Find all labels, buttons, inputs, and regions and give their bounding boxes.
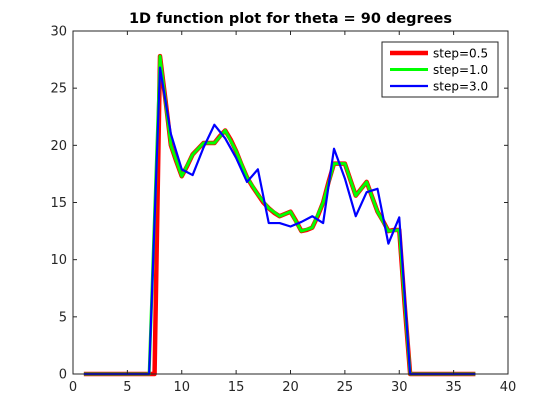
axes-layer: 0 5 10 15 20 25 30 35 40 0 5 10 15 20 25 30 xyxy=(50,25,516,396)
x-tick-label: 0 xyxy=(69,380,77,395)
legend-label: step=3.0 xyxy=(433,80,488,94)
y-tick-label: 5 xyxy=(59,310,67,325)
y-tick-label: 30 xyxy=(50,25,67,40)
y-tick-label: 0 xyxy=(59,368,67,383)
y-tick-label: 20 xyxy=(50,139,67,154)
x-tick-label: 35 xyxy=(445,380,462,395)
y-tick-label: 10 xyxy=(50,253,67,268)
y-tick-label: 25 xyxy=(50,82,67,97)
y-tick-label: 15 xyxy=(50,196,67,211)
x-tick-label: 40 xyxy=(500,380,517,395)
chart-title: 1D function plot for theta = 90 degrees xyxy=(129,11,452,27)
legend-label: step=0.5 xyxy=(433,47,488,61)
x-tick-label: 25 xyxy=(337,380,354,395)
legend-label: step=1.0 xyxy=(433,63,488,77)
x-tick-label: 10 xyxy=(173,380,190,395)
x-tick-label: 30 xyxy=(391,380,408,395)
legend: step=0.5 step=1.0 step=3.0 xyxy=(381,41,499,98)
x-tick-label: 20 xyxy=(282,380,299,395)
x-tick-label: 5 xyxy=(123,380,131,395)
x-tick-label: 15 xyxy=(228,380,245,395)
